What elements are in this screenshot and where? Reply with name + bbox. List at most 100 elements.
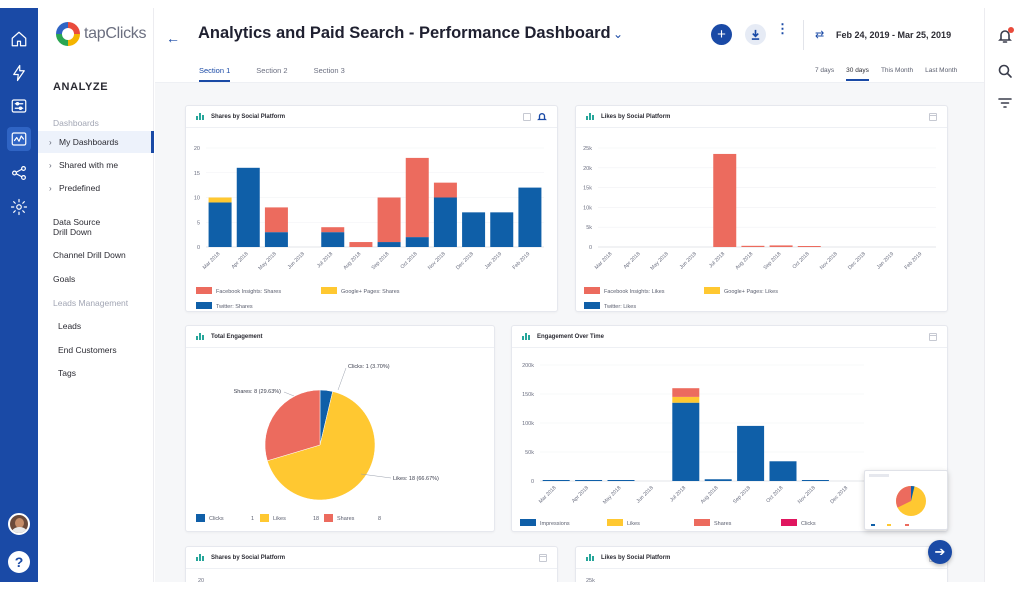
range-30-days[interactable]: 30 days [846, 67, 869, 81]
y-tick-label: 0 [589, 245, 592, 251]
x-tick-label: Sep 2018 [732, 485, 752, 505]
range-last-month[interactable]: Last Month [925, 67, 958, 74]
calendar-icon[interactable] [539, 554, 547, 562]
card-title: Shares by Social Platform [211, 113, 286, 120]
legend-value: 18 [313, 516, 319, 522]
sidebar-item-shared-with-me[interactable]: › Shared with me [49, 160, 119, 170]
chevron-right-icon: › [49, 137, 52, 147]
y-tick-label: 150k [522, 392, 534, 398]
logo-text: tapClicks [84, 25, 147, 42]
legend-swatch [520, 519, 536, 526]
bar-segment [741, 245, 765, 247]
chevron-down-icon[interactable]: ⌄ [613, 27, 624, 41]
card-title: Shares by Social Platform [211, 554, 286, 561]
alert-bell-icon[interactable] [537, 112, 547, 124]
gear-icon[interactable] [7, 195, 31, 219]
legend-swatch [260, 514, 269, 522]
legend-label: Google+ Pages: Likes [724, 289, 778, 295]
pie-data-label: Clicks: 1 (3.70%) [348, 364, 390, 370]
compare-dates-icon[interactable]: ⇄ [815, 29, 825, 41]
more-options-button[interactable]: ⋮ [776, 21, 789, 36]
minimap-thumbnail[interactable] [864, 470, 948, 530]
y-tick-label: 5 [197, 220, 200, 226]
bar-chart-icon [196, 113, 205, 120]
sidebar-header-dashboards: Dashboards [53, 118, 99, 128]
minimap-pie-clicks [911, 485, 915, 501]
calendar-icon[interactable] [929, 333, 937, 341]
y-tick-label: 0 [197, 245, 200, 251]
chevron-right-icon: › [49, 160, 52, 170]
download-icon [751, 29, 760, 40]
help-button[interactable]: ? [8, 551, 30, 573]
sidebar-item-data-source-drill-down[interactable]: Data Source Drill Down [53, 217, 101, 237]
bar-segment [405, 237, 429, 247]
sidebar-item-channel-drill-down[interactable]: Channel Drill Down [53, 250, 126, 260]
sidebar-item-goals[interactable]: Goals [53, 274, 76, 284]
notifications-icon[interactable] [997, 27, 1014, 44]
back-button[interactable]: ← [166, 30, 180, 46]
range-7-days[interactable]: 7 days [815, 67, 835, 74]
card-total-engagement: Total Engagement Clicks: 1 (3.70%) Likes:… [185, 325, 495, 532]
legend-label: Likes [273, 516, 286, 522]
sidebar-item-tags[interactable]: Tags [58, 368, 76, 378]
legend-label: Twitter: Shares [216, 304, 253, 310]
date-range-picker[interactable]: Feb 24, 2019 - Mar 25, 2019 [836, 30, 952, 40]
x-tick-label: Dec 2018 [847, 251, 867, 271]
home-icon[interactable] [7, 27, 31, 51]
card-header: Shares by Social Platform [186, 106, 557, 128]
sliders-icon[interactable] [7, 94, 31, 118]
sidebar-item-end-customers[interactable]: End Customers [58, 345, 117, 355]
analytics-icon[interactable] [7, 127, 31, 151]
shares-bar-chart: 0 5 10 15 20 Mar 2018 Apr 2018 May 2018 Jun 2018… [194, 146, 544, 310]
calendar-icon[interactable] [523, 113, 531, 121]
download-button[interactable] [745, 24, 766, 45]
bar-segment [518, 187, 542, 247]
bar-segment [377, 242, 401, 247]
legend-swatch [781, 519, 797, 526]
minimap-legend-swatch [887, 524, 891, 526]
y-tick-label: 200k [522, 363, 534, 369]
bar-segment [542, 480, 570, 481]
x-tick-label: Dec 2018 [455, 251, 475, 271]
x-tick-label: Oct 2018 [400, 251, 419, 270]
pie-slice [266, 391, 376, 501]
sidebar-item-predefined[interactable]: › Predefined [49, 183, 101, 193]
share-nodes-icon[interactable] [7, 161, 31, 185]
range-this-month[interactable]: This Month [880, 67, 914, 74]
avatar[interactable] [8, 513, 30, 535]
legend-label: Impressions [540, 521, 570, 527]
x-tick-label: Feb 2019 [512, 251, 532, 271]
x-tick-label: Jun 2018 [287, 251, 306, 270]
minimap-pie-shares [896, 486, 911, 508]
tab-section-2[interactable]: Section 2 [256, 66, 288, 75]
card-shares-by-social-platform: Shares by Social Platform 0 5 10 15 20 Mar 20… [185, 105, 558, 312]
next-arrow-button[interactable]: ➔ [928, 540, 952, 564]
card-header: Total Engagement [186, 326, 494, 348]
sidebar-item-leads[interactable]: Leads [58, 321, 82, 331]
bar-segment [377, 197, 401, 243]
add-widget-button[interactable]: + [711, 24, 732, 45]
sidebar-item-my-dashboards[interactable]: › My Dashboards [38, 131, 154, 153]
legend-swatch [196, 514, 205, 522]
tapclicks-logo[interactable]: tapClicks [56, 22, 147, 46]
bolt-icon[interactable] [7, 61, 31, 85]
legend-label: Facebook Insights: Likes [604, 289, 665, 295]
tab-section-3[interactable]: Section 3 [313, 66, 345, 75]
calendar-icon[interactable] [929, 113, 937, 121]
bar-segment [737, 425, 765, 481]
minimap-legend-swatch [905, 524, 909, 526]
x-tick-label: Jul 2018 [708, 251, 726, 269]
filter-icon[interactable] [997, 95, 1013, 111]
y-tick-label: 10 [194, 196, 200, 202]
header-separator [155, 82, 984, 83]
card-likes-by-social-platform-2: Likes by Social Platform 25k [575, 546, 948, 582]
pie-leader-line [337, 367, 347, 391]
tab-section-1[interactable]: Section 1 [199, 66, 231, 82]
engagement-over-time-chart: 0 50k 100k 150k 200k Mar 2018 Apr 2018 May 2018… [520, 363, 864, 527]
icon-rail: ? [0, 8, 38, 582]
search-icon[interactable] [997, 63, 1013, 79]
section-tabs: Section 1 Section 2 Section 3 [199, 66, 371, 82]
card-title: Likes by Social Platform [601, 113, 671, 120]
bar-chart-icon [522, 333, 531, 340]
legend-label: Clicks [801, 521, 816, 527]
